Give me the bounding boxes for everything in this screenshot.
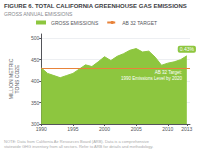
svg-text:statewide GHG inventory from a: statewide GHG inventory from all sectors… <box>4 144 153 149</box>
svg-text:350: 350 <box>31 100 40 106</box>
svg-text:NOTE: Data from California Air: NOTE: Data from California Air Resources… <box>4 139 151 144</box>
svg-text:500: 500 <box>31 35 40 41</box>
svg-text:450: 450 <box>31 57 40 63</box>
svg-text:GROSS EMISSIONS: GROSS EMISSIONS <box>51 20 99 26</box>
svg-text:FIGURE 6. TOTAL CALIFORNIA GRE: FIGURE 6. TOTAL CALIFORNIA GREENHOUSE GA… <box>4 3 187 9</box>
svg-text:AB 32 Target:: AB 32 Target: <box>155 70 182 75</box>
svg-text:2005: 2005 <box>131 126 142 132</box>
svg-text:AB 32 TARGET: AB 32 TARGET <box>122 20 157 26</box>
svg-text:1990: 1990 <box>36 126 47 132</box>
svg-text:1995: 1995 <box>67 126 78 132</box>
svg-text:MILLION METRIC: MILLION METRIC <box>8 58 14 100</box>
svg-text:2000: 2000 <box>99 126 110 132</box>
svg-text:300: 300 <box>30 121 40 127</box>
svg-text:2013: 2013 <box>181 126 192 132</box>
svg-text:2010: 2010 <box>162 126 173 132</box>
svg-text:GROSS ANNUAL EMISSIONS: GROSS ANNUAL EMISSIONS <box>4 11 73 17</box>
svg-text:0.43%: 0.43% <box>180 46 195 52</box>
svg-text:1990 Emissions Level by 2020: 1990 Emissions Level by 2020 <box>121 76 183 81</box>
svg-text:TONS CO2E: TONS CO2E <box>14 64 20 93</box>
svg-text:400: 400 <box>31 78 40 84</box>
